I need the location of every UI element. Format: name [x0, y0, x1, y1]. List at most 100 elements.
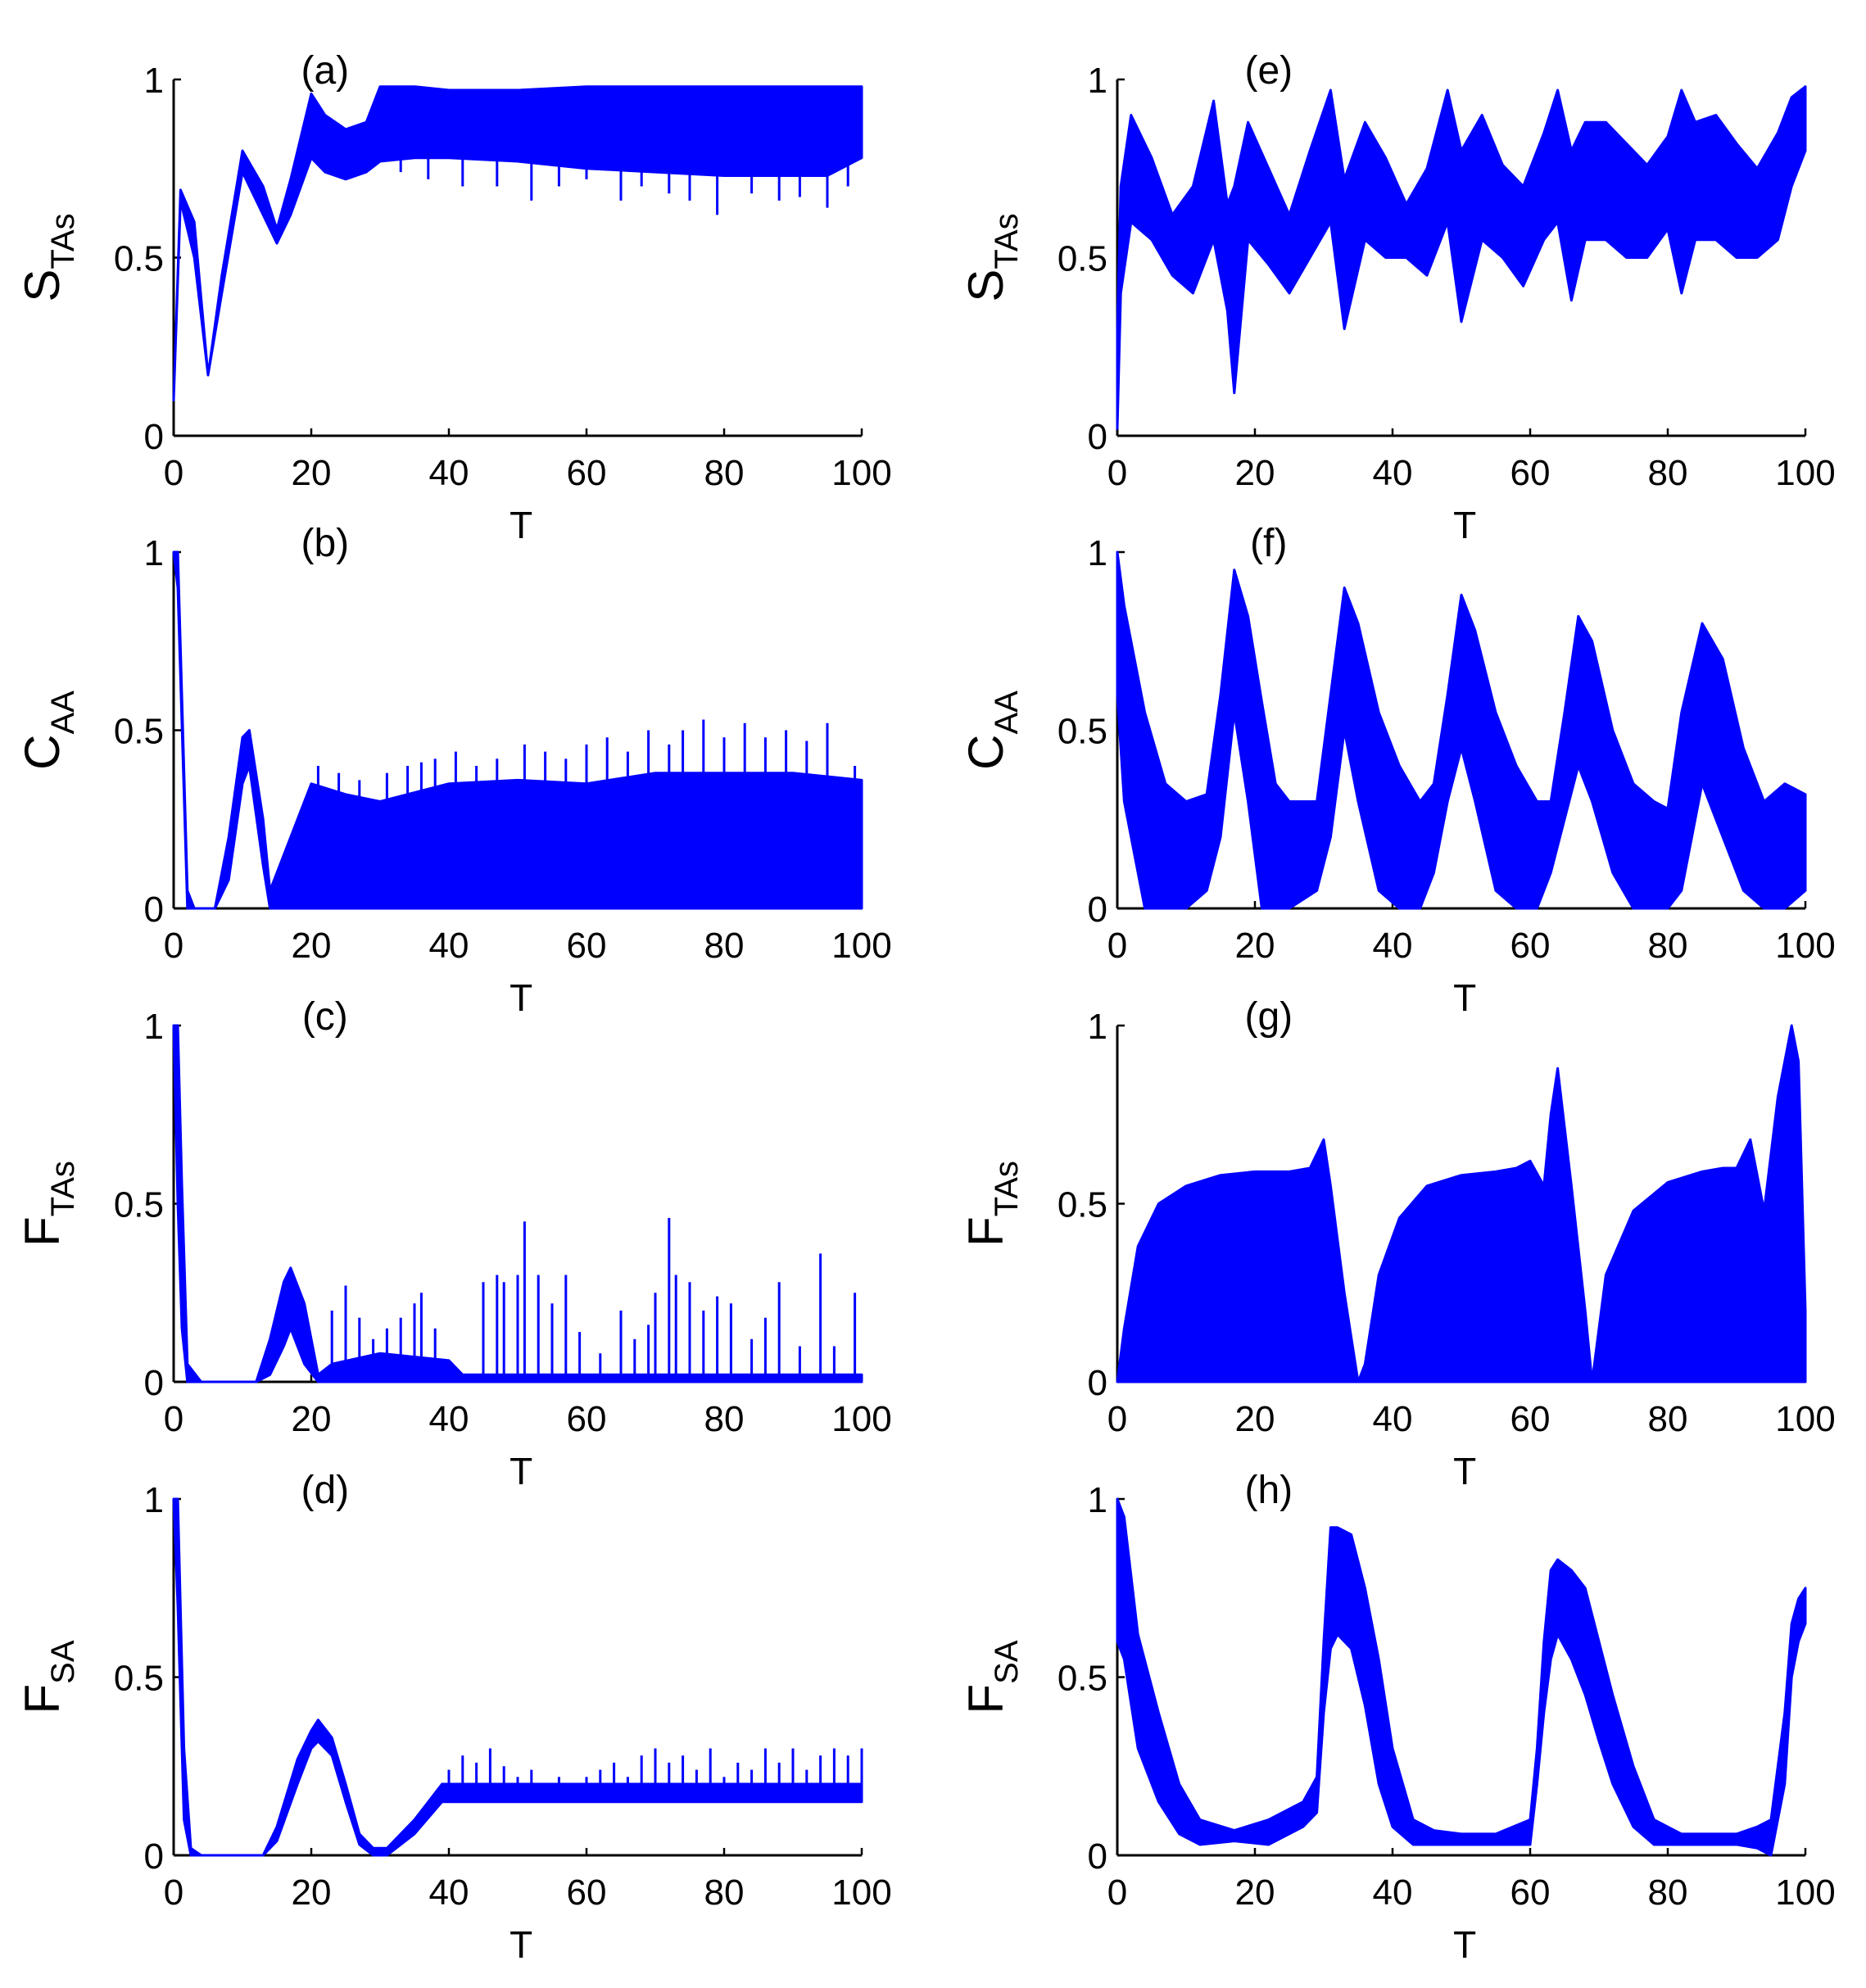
x-tick-label: 80 [1648, 926, 1688, 966]
y-tick-label: 0.5 [1058, 712, 1107, 752]
x-tick-label: 100 [831, 926, 891, 966]
x-tick-label: 0 [164, 453, 183, 493]
x-tick-label: 40 [1373, 1873, 1413, 1913]
x-tick-label: 60 [567, 1873, 607, 1913]
series-spikes [316, 719, 857, 800]
y-axis-label-main: C [958, 735, 1013, 770]
x-axis-label: T [510, 504, 532, 546]
x-tick-label: 60 [567, 926, 607, 966]
x-tick-label: 20 [292, 1873, 332, 1913]
x-tick-label: 0 [1107, 1873, 1127, 1913]
x-tick-label: 60 [567, 453, 607, 493]
panel-label: (b) [301, 522, 349, 565]
x-tick-label: 0 [1107, 1399, 1127, 1439]
y-axis-label: FSA [15, 1640, 81, 1714]
panel-a: 0 20 40 60 80 100 0 0.5 1 T STAs (a) [15, 49, 892, 546]
x-tick-label: 100 [1775, 453, 1835, 493]
x-tick-label: 60 [1510, 1873, 1551, 1913]
x-axis-label: T [510, 1450, 532, 1492]
series-oscillation [1116, 86, 1806, 429]
y-tick-label: 1 [1088, 1007, 1107, 1047]
y-axis-label-main: F [958, 1216, 1013, 1247]
series-oscillation [1116, 552, 1806, 908]
x-tick-label: 60 [1510, 926, 1551, 966]
series-spikes [330, 1217, 857, 1375]
panel-label: (e) [1244, 49, 1293, 93]
y-axis-label-subscript: TAs [989, 213, 1025, 269]
x-tick-label: 80 [1648, 453, 1688, 493]
series-oscillation [1116, 1499, 1806, 1855]
x-tick-label: 20 [292, 1399, 332, 1439]
y-tick-label: 1 [144, 533, 164, 573]
panel-label: (g) [1244, 995, 1293, 1039]
x-tick-label: 20 [1235, 1399, 1275, 1439]
y-axis-label-subscript: TAs [45, 213, 81, 269]
y-tick-label: 1 [144, 1480, 164, 1520]
y-tick-label: 0.5 [1058, 239, 1107, 279]
x-axis-label: T [510, 1923, 532, 1966]
y-tick-label: 1 [144, 61, 164, 101]
y-tick-label: 0 [144, 1363, 164, 1403]
x-tick-label: 80 [704, 1399, 745, 1439]
y-axis-label-main: S [15, 269, 70, 302]
x-tick-label: 80 [1648, 1873, 1688, 1913]
x-tick-label: 100 [1775, 1399, 1835, 1439]
panel-b: 0 20 40 60 80 100 0 0.5 1 T CAA (b) [15, 522, 892, 1019]
x-tick-label: 40 [1373, 453, 1413, 493]
panel-label: (f) [1250, 522, 1287, 565]
y-axis-label-main: S [958, 269, 1013, 302]
y-tick-label: 0 [144, 1836, 164, 1877]
x-tick-label: 60 [567, 1399, 607, 1439]
y-tick-label: 0 [1088, 1363, 1107, 1403]
y-axis-label-subscript: SA [45, 1640, 81, 1684]
panel-label: (d) [301, 1469, 349, 1512]
x-tick-label: 0 [1107, 926, 1127, 966]
y-tick-label: 1 [1088, 61, 1107, 101]
y-axis-label-main: F [15, 1684, 70, 1714]
x-tick-label: 20 [1235, 453, 1275, 493]
x-tick-label: 100 [831, 1873, 891, 1913]
series-oscillation [1120, 1026, 1806, 1382]
y-axis-label: STAs [958, 213, 1025, 301]
x-tick-label: 40 [429, 1399, 469, 1439]
panel-g: 0 20 40 60 80 100 0 0.5 1 T FTAs (g) [958, 995, 1836, 1492]
x-tick-label: 20 [1235, 926, 1275, 966]
x-tick-label: 80 [704, 1873, 745, 1913]
series-oscillation [176, 86, 863, 355]
panel-h: 0 20 40 60 80 100 0 0.5 1 T FSA (h) [958, 1469, 1836, 1966]
y-tick-label: 0 [144, 890, 164, 930]
y-axis-label-subscript: AA [989, 691, 1025, 735]
panel-e: 0 20 40 60 80 100 0 0.5 1 T STAs (e) [958, 49, 1836, 546]
x-tick-label: 100 [1775, 1873, 1835, 1913]
y-axis-label: STAs [15, 213, 81, 301]
y-tick-label: 1 [1088, 533, 1107, 573]
x-tick-label: 40 [1373, 926, 1413, 966]
x-tick-label: 60 [1510, 1399, 1551, 1439]
y-axis-label: CAA [15, 691, 81, 770]
y-tick-label: 0.5 [114, 712, 164, 752]
x-tick-label: 0 [164, 1873, 183, 1913]
series-oscillation [176, 552, 863, 908]
y-tick-label: 0.5 [114, 1659, 164, 1699]
x-tick-label: 80 [1648, 1399, 1688, 1439]
y-tick-label: 1 [144, 1007, 164, 1047]
x-axis-label: T [1453, 1450, 1476, 1492]
panel-d: 0 20 40 60 80 100 0 0.5 1 T FSA (d) [15, 1469, 892, 1966]
panel-label: (c) [302, 995, 348, 1039]
series-oscillation [176, 1499, 863, 1855]
x-tick-label: 20 [292, 926, 332, 966]
x-tick-label: 20 [1235, 1873, 1275, 1913]
y-axis-label-subscript: SA [989, 1640, 1025, 1684]
x-tick-label: 40 [1373, 1399, 1413, 1439]
y-tick-label: 0 [1088, 417, 1107, 457]
series-oscillation [176, 1026, 863, 1382]
y-axis-label: FSA [958, 1640, 1025, 1714]
y-tick-label: 0 [1088, 1836, 1107, 1877]
y-tick-label: 0.5 [114, 239, 164, 279]
y-axis-label: FTAs [958, 1161, 1025, 1247]
panel-label: (a) [301, 49, 349, 93]
y-tick-label: 0.5 [1058, 1659, 1107, 1699]
y-axis-label-main: F [15, 1216, 70, 1247]
x-axis-label: T [510, 976, 532, 1019]
